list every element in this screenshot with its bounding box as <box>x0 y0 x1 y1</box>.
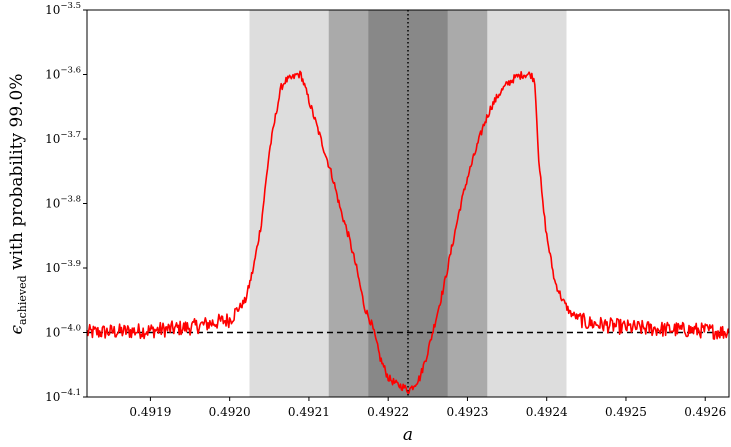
x-axis-label: a <box>403 425 413 445</box>
y-tick-label: 10−4.0 <box>45 324 81 340</box>
x-tick-label: 0.4926 <box>684 405 726 419</box>
x-tick-label: 0.4922 <box>367 405 409 419</box>
series-line-0 <box>86 70 730 395</box>
y-axis-label-text: with probability 99.0% <box>7 73 27 275</box>
y-tick-exponent: −3.9 <box>60 259 81 269</box>
y-tick-label: 10−3.6 <box>45 66 81 82</box>
x-axis: 0.4919 0.4920 0.4921 0.4922 0.4923 0.4924 0.49… <box>129 397 726 419</box>
y-axis: 10−4.110−4.010−3.910−3.810−3.710−3.610−3… <box>45 1 87 404</box>
y-tick-exponent: −3.7 <box>60 130 81 140</box>
y-tick-label: 10−3.9 <box>45 259 81 275</box>
y-tick-label: 10−3.5 <box>45 1 81 17</box>
y-axis-label: ϵachieved with probability 99.0% <box>7 73 29 334</box>
y-tick-exponent: −3.6 <box>60 66 81 76</box>
y-tick-exponent: −4.0 <box>60 324 81 334</box>
y-tick-base: 10 <box>45 132 60 146</box>
y-tick-exponent: −3.8 <box>60 195 81 205</box>
series-group <box>86 70 730 395</box>
x-tick-label: 0.4924 <box>526 405 568 419</box>
y-tick-base: 10 <box>45 68 60 82</box>
x-tick-label: 0.4920 <box>209 405 251 419</box>
y-tick-base: 10 <box>45 197 60 211</box>
y-tick-base: 10 <box>45 390 60 404</box>
y-tick-label: 10−3.7 <box>45 130 81 146</box>
y-axis-label-subscript: achieved <box>16 275 29 325</box>
y-tick-exponent: −3.5 <box>60 1 81 11</box>
x-tick-label: 0.4923 <box>446 405 488 419</box>
x-tick-label: 0.4919 <box>129 405 171 419</box>
y-tick-base: 10 <box>45 261 60 275</box>
y-tick-base: 10 <box>45 326 60 340</box>
y-tick-label: 10−4.1 <box>45 388 81 404</box>
y-axis-label-symbol: ϵ <box>7 325 27 335</box>
y-tick-base: 10 <box>45 3 60 17</box>
x-tick-label: 0.4925 <box>605 405 647 419</box>
x-tick-label: 0.4921 <box>288 405 330 419</box>
y-tick-exponent: −4.1 <box>60 388 81 398</box>
y-tick-label: 10−3.8 <box>45 195 81 211</box>
